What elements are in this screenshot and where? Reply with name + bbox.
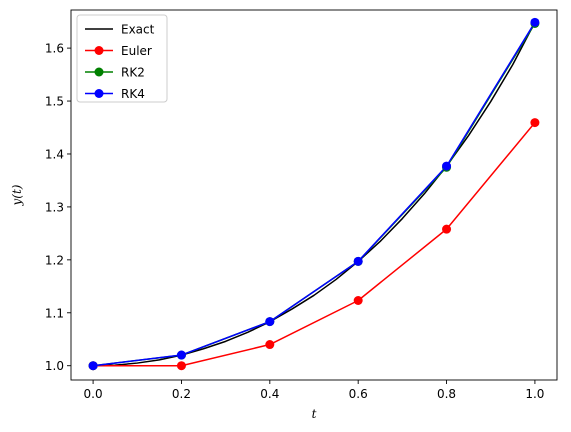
x-axis-ticks: 0.0 0.2 0.4 0.6 0.8 1.0 (84, 380, 544, 401)
x-tick-label: 0.4 (260, 387, 279, 401)
plot-frame (70, 9, 558, 381)
data-point-rk4 (530, 17, 540, 27)
data-point-rk4 (88, 361, 98, 371)
data-point-euler (530, 118, 540, 128)
legend-label-euler: Euler (121, 44, 152, 58)
y-tick-label: 1.1 (45, 306, 64, 320)
y-axis-ticks: 1.0 1.1 1.2 1.3 1.4 1.5 1.6 (45, 42, 71, 373)
data-point-euler (353, 295, 363, 305)
x-axis-label: t (312, 407, 317, 421)
x-tick-label: 1.0 (525, 387, 544, 401)
legend-item-euler: Euler (85, 44, 152, 58)
x-tick-label: 0.6 (349, 387, 368, 401)
legend-label-exact: Exact (121, 23, 155, 37)
y-tick-label: 1.6 (45, 42, 64, 56)
legend-marker-rk2 (94, 67, 104, 77)
x-tick-label: 0.0 (84, 387, 103, 401)
legend-label-rk4: RK4 (121, 87, 145, 101)
legend-item-rk2: RK2 (85, 66, 145, 80)
legend: Exact Euler RK2 RK4 (76, 14, 168, 103)
data-point-euler (265, 340, 275, 350)
series-line-exact (93, 21, 536, 367)
y-axis-label: y(t) (10, 184, 24, 206)
y-tick-label: 1.0 (45, 359, 64, 373)
data-point-rk4 (353, 256, 363, 266)
data-point-rk4 (265, 317, 275, 327)
data-point-euler (442, 224, 452, 234)
x-tick-label: 0.8 (437, 387, 456, 401)
series-line-rk4 (92, 21, 536, 367)
legend-item-rk4: RK4 (85, 87, 145, 101)
data-point-rk4 (442, 161, 452, 171)
x-tick-label: 0.2 (172, 387, 191, 401)
plot-lines (92, 21, 536, 367)
legend-marker-rk4 (94, 89, 104, 98)
series-line-euler (93, 122, 536, 367)
y-tick-label: 1.4 (45, 147, 64, 161)
data-point-rk4 (176, 350, 186, 360)
plot-markers (88, 17, 540, 371)
y-tick-label: 1.3 (45, 200, 64, 214)
legend-item-exact: Exact (85, 23, 155, 37)
legend-box (76, 14, 168, 103)
y-tick-label: 1.5 (45, 95, 64, 109)
legend-label-rk2: RK2 (121, 66, 145, 80)
data-point-euler (176, 361, 186, 371)
y-tick-label: 1.2 (45, 253, 64, 267)
legend-marker-euler (94, 46, 104, 55)
